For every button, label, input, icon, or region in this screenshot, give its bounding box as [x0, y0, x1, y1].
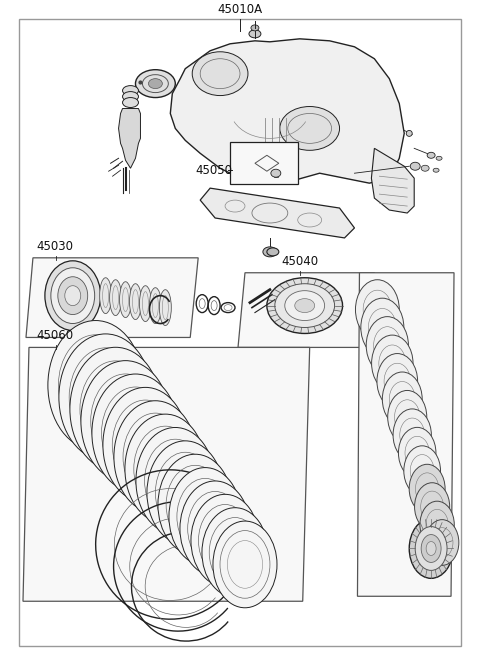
Ellipse shape — [130, 283, 142, 319]
Ellipse shape — [409, 464, 445, 513]
Ellipse shape — [295, 298, 315, 312]
Polygon shape — [23, 348, 310, 602]
Ellipse shape — [263, 247, 277, 257]
Ellipse shape — [406, 131, 412, 136]
Ellipse shape — [267, 248, 279, 256]
Ellipse shape — [267, 277, 343, 333]
Ellipse shape — [192, 52, 248, 96]
Ellipse shape — [249, 30, 261, 38]
Ellipse shape — [58, 277, 88, 315]
Ellipse shape — [372, 335, 413, 392]
Ellipse shape — [427, 152, 435, 158]
Ellipse shape — [425, 520, 459, 565]
Ellipse shape — [100, 277, 111, 314]
Ellipse shape — [136, 428, 215, 534]
Ellipse shape — [415, 527, 447, 570]
Ellipse shape — [383, 372, 422, 426]
Ellipse shape — [48, 321, 144, 450]
Ellipse shape — [81, 361, 170, 482]
Ellipse shape — [125, 414, 206, 523]
Ellipse shape — [421, 165, 429, 171]
Ellipse shape — [103, 388, 188, 502]
Ellipse shape — [59, 334, 152, 461]
Ellipse shape — [213, 521, 277, 607]
Text: 45010A: 45010A — [217, 3, 263, 16]
Ellipse shape — [420, 501, 454, 548]
Ellipse shape — [147, 441, 224, 544]
Text: 45040: 45040 — [282, 255, 319, 268]
Text: 45050: 45050 — [195, 164, 232, 176]
Ellipse shape — [114, 401, 197, 513]
Polygon shape — [200, 188, 354, 238]
Ellipse shape — [280, 106, 339, 150]
Polygon shape — [358, 273, 454, 596]
Ellipse shape — [148, 79, 162, 89]
Ellipse shape — [122, 86, 138, 96]
Ellipse shape — [356, 279, 399, 339]
Ellipse shape — [122, 92, 138, 102]
Polygon shape — [26, 258, 198, 337]
Ellipse shape — [65, 286, 81, 306]
Ellipse shape — [361, 298, 404, 357]
Ellipse shape — [366, 317, 408, 374]
Ellipse shape — [271, 169, 281, 177]
Ellipse shape — [202, 508, 268, 597]
Text: 45030: 45030 — [36, 240, 73, 253]
Ellipse shape — [122, 98, 138, 108]
Ellipse shape — [410, 162, 420, 170]
Ellipse shape — [180, 481, 250, 576]
Ellipse shape — [109, 279, 121, 316]
Ellipse shape — [433, 168, 439, 173]
Ellipse shape — [191, 495, 259, 586]
Ellipse shape — [275, 283, 335, 327]
Ellipse shape — [393, 409, 432, 461]
Ellipse shape — [149, 288, 161, 323]
Ellipse shape — [70, 347, 161, 471]
Ellipse shape — [158, 454, 232, 555]
Ellipse shape — [377, 354, 418, 409]
Ellipse shape — [120, 281, 132, 318]
Polygon shape — [238, 273, 374, 348]
Ellipse shape — [159, 290, 171, 325]
Ellipse shape — [421, 535, 441, 562]
Ellipse shape — [404, 446, 441, 496]
Ellipse shape — [415, 483, 450, 531]
Ellipse shape — [436, 156, 442, 160]
Ellipse shape — [285, 291, 324, 321]
Ellipse shape — [135, 70, 175, 98]
Polygon shape — [119, 108, 141, 168]
Ellipse shape — [388, 390, 427, 443]
Ellipse shape — [140, 286, 151, 321]
Bar — [230, 142, 298, 184]
Ellipse shape — [169, 468, 241, 565]
Ellipse shape — [51, 268, 95, 323]
Ellipse shape — [409, 519, 453, 579]
Polygon shape — [170, 39, 404, 183]
Ellipse shape — [398, 427, 436, 478]
Ellipse shape — [426, 541, 436, 556]
Ellipse shape — [92, 374, 179, 492]
Text: 45060: 45060 — [36, 329, 73, 342]
Ellipse shape — [251, 25, 259, 31]
Ellipse shape — [45, 261, 101, 331]
Polygon shape — [372, 148, 414, 213]
